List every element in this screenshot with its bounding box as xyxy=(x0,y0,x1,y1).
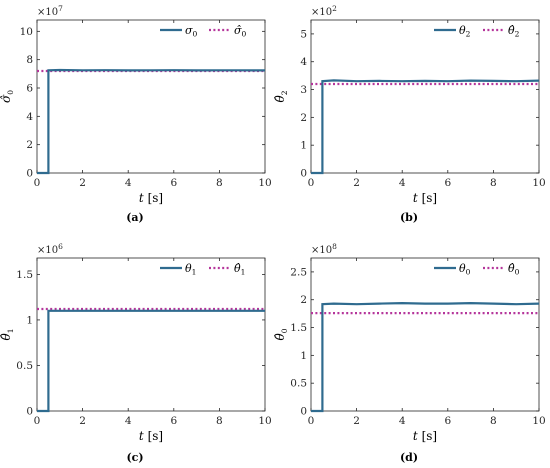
x-tick-label: 10 xyxy=(258,177,271,189)
x-tick-label: 10 xyxy=(258,415,271,427)
x-tick-label: 8 xyxy=(216,177,223,189)
y-tick-label: 2 xyxy=(26,139,33,151)
legend-label-estimate: θ̂2 xyxy=(508,24,520,39)
chart-panel-1: 0 2 4 6 8 10 0 2 4 6 8 10 ×107 t [s] σ̂0 σ0 σ̂0 (a) xyxy=(0,4,272,224)
y-tick-label: 2 xyxy=(300,112,307,124)
y-tick-label: 10 xyxy=(20,26,33,38)
y-tick-label: 0.5 xyxy=(290,378,307,390)
x-tick-label: 6 xyxy=(444,177,451,189)
plot-area-frame xyxy=(310,19,540,174)
chart-panel-3: 0 2 4 6 8 10 0 0.5 1 1.5 ×106 t [s] θ̂1 θ1 θ̂1 (c) xyxy=(0,242,272,464)
y-tick-label: 0.5 xyxy=(16,360,33,372)
x-tick-label: 0 xyxy=(34,415,41,427)
plot-area-frame xyxy=(36,257,266,412)
x-tick-label: 4 xyxy=(125,415,132,427)
legend-label-true: θ2 xyxy=(459,24,471,39)
y-axis-exponent: ×106 xyxy=(37,242,63,256)
chart-panel-2: 0 2 4 6 8 10 0 1 2 3 4 5 ×102 t [s] θ̂2 θ2 θ̂2 (b) xyxy=(273,4,546,224)
panel-caption: (d) xyxy=(400,451,418,464)
y-tick-label: 0 xyxy=(300,168,307,180)
x-tick-label: 2 xyxy=(353,415,360,427)
series-line-true xyxy=(311,301,540,413)
x-tick-label: 0 xyxy=(308,415,315,427)
panel-caption: (a) xyxy=(126,211,144,224)
panel-caption: (c) xyxy=(126,451,143,464)
y-tick-label: 1 xyxy=(26,314,33,326)
x-tick-label: 10 xyxy=(532,415,545,427)
y-tick-label: 1.5 xyxy=(290,322,307,334)
legend-label-estimate: θ̂0 xyxy=(508,262,520,277)
legend-label-true: θ0 xyxy=(459,262,471,277)
y-axis-label: θ̂2 xyxy=(273,90,289,102)
x-axis-label: t [s] xyxy=(139,429,163,443)
legend-label-estimate: θ̂1 xyxy=(234,262,245,277)
legend-label-estimate: σ̂0 xyxy=(234,24,247,39)
x-tick-label: 2 xyxy=(79,415,86,427)
x-axis-label: t [s] xyxy=(413,429,437,443)
x-tick-label: 6 xyxy=(170,415,177,427)
x-tick-label: 2 xyxy=(353,177,360,189)
legend-label-true: θ1 xyxy=(185,262,196,277)
y-axis-label: θ̂1 xyxy=(0,328,15,340)
y-tick-label: 4 xyxy=(300,56,307,68)
y-tick-label: 0 xyxy=(26,406,33,418)
panel-caption: (b) xyxy=(400,211,418,224)
y-tick-label: 2.5 xyxy=(290,266,307,278)
y-tick-label: 1 xyxy=(300,140,307,152)
x-tick-label: 2 xyxy=(79,177,86,189)
x-tick-label: 0 xyxy=(308,177,315,189)
y-axis-exponent: ×108 xyxy=(311,242,337,256)
x-axis-label: t [s] xyxy=(413,191,437,205)
x-tick-label: 4 xyxy=(399,177,406,189)
chart-panel-4: 0 2 4 6 8 10 0 0.5 1 1.5 2 2.5 ×108 t [s] θ̂0 θ0 θ̂0 (d) xyxy=(273,242,546,464)
plot-area-frame xyxy=(310,257,540,412)
y-tick-label: 1 xyxy=(300,350,307,362)
plot-area-frame xyxy=(36,19,266,174)
y-tick-label: 6 xyxy=(26,83,33,95)
y-axis-exponent: ×102 xyxy=(311,4,337,18)
y-axis-label: θ̂0 xyxy=(273,328,289,340)
y-tick-label: 2 xyxy=(300,294,307,306)
x-tick-label: 4 xyxy=(399,415,406,427)
series-line-true xyxy=(37,68,266,175)
x-tick-label: 8 xyxy=(490,415,497,427)
series-line-true xyxy=(37,309,265,413)
y-tick-label: 5 xyxy=(300,28,307,40)
y-tick-label: 0 xyxy=(26,168,33,180)
y-tick-label: 1.5 xyxy=(16,269,33,281)
series-line-true xyxy=(311,79,540,175)
x-axis-label: t [s] xyxy=(139,191,163,205)
y-tick-label: 3 xyxy=(300,84,307,96)
y-axis-label: σ̂0 xyxy=(0,90,15,103)
y-tick-label: 4 xyxy=(26,111,33,123)
x-tick-label: 6 xyxy=(170,177,177,189)
y-tick-label: 0 xyxy=(300,406,307,418)
y-axis-exponent: ×107 xyxy=(37,4,63,18)
y-tick-label: 8 xyxy=(26,54,33,66)
x-tick-label: 4 xyxy=(125,177,132,189)
x-tick-label: 10 xyxy=(532,177,545,189)
legend-label-true: σ0 xyxy=(185,24,198,39)
x-tick-label: 8 xyxy=(216,415,223,427)
x-tick-label: 6 xyxy=(444,415,451,427)
x-tick-label: 0 xyxy=(34,177,41,189)
x-tick-label: 8 xyxy=(490,177,497,189)
